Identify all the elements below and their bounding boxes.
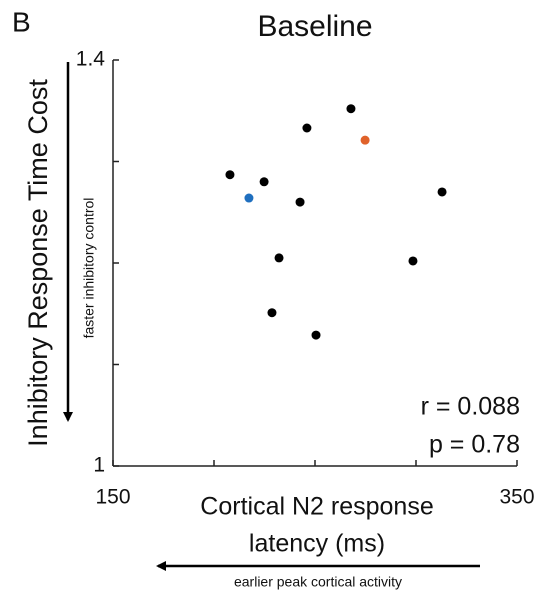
point (295, 197, 305, 207)
annotation: r = 0.088 (421, 393, 520, 421)
y-axis-note: faster inhibitory control (81, 198, 97, 339)
panel-label: B (12, 6, 31, 37)
point (267, 308, 277, 318)
x-tick-label: 150 (95, 486, 130, 509)
annotation: p = 0.78 (429, 431, 520, 459)
chart-title: Baseline (257, 10, 372, 43)
x-axis-note: earlier peak cortical activity (234, 574, 402, 590)
x-axis-label: Cortical N2 response (200, 493, 433, 521)
point (225, 170, 235, 180)
y-tick-label: 1.4 (76, 48, 106, 71)
point (346, 104, 356, 114)
x-tick-label: 350 (499, 486, 534, 509)
point (311, 330, 321, 340)
point (259, 177, 269, 187)
point (302, 123, 312, 133)
point (360, 135, 370, 145)
x-axis-label: latency (ms) (249, 530, 385, 558)
y-tick-label: 1 (93, 454, 105, 477)
point (274, 253, 284, 263)
point (244, 193, 254, 203)
y-axis-label: Inhibitory Response Time Cost (23, 79, 53, 447)
point (408, 256, 418, 266)
point (437, 187, 447, 197)
